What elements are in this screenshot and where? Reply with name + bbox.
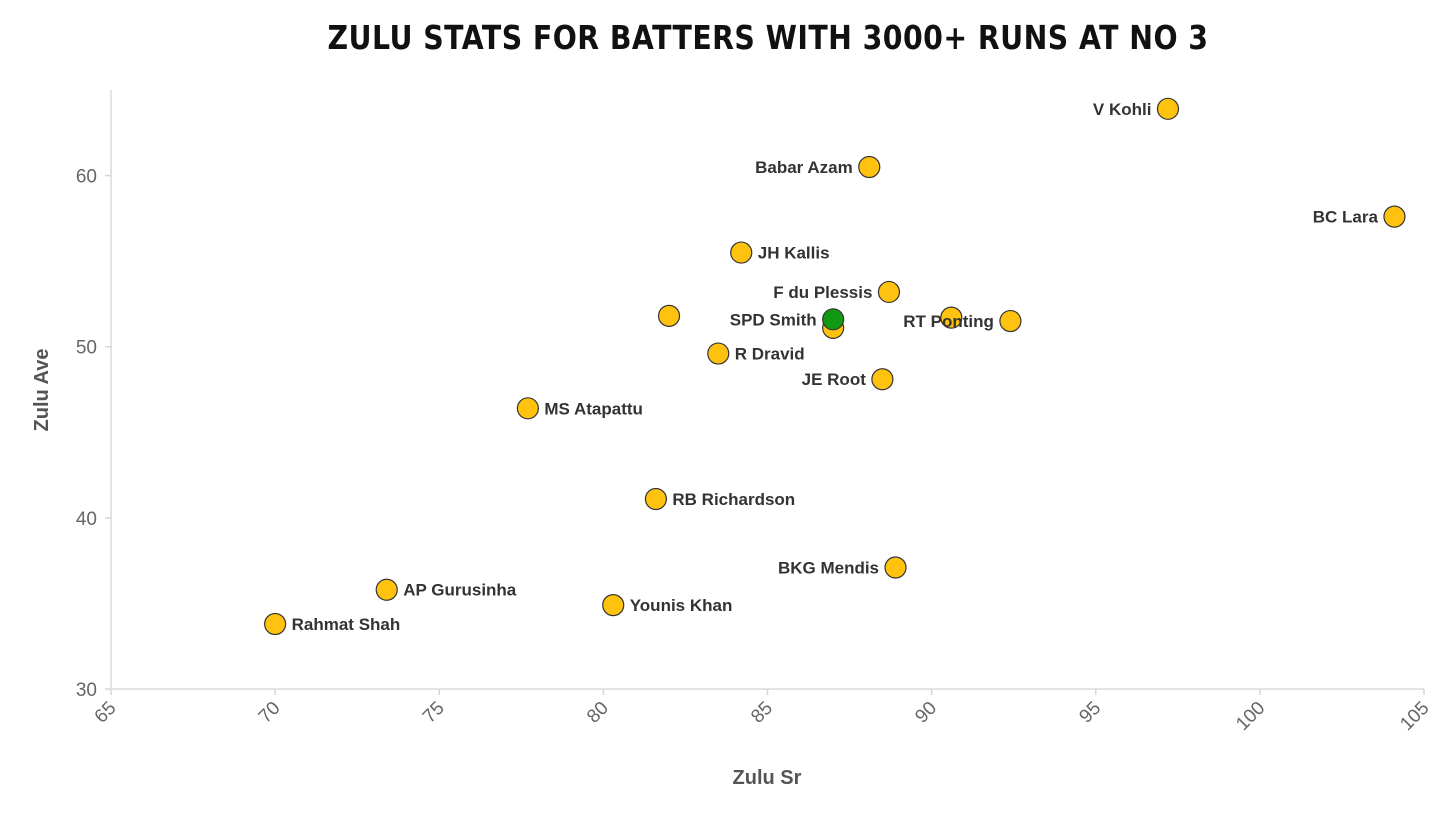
chart-title: Zulu stats for batters with 3000+ runs a… [327, 18, 1209, 57]
data-point [999, 309, 1022, 333]
data-label: F du Plessis [773, 283, 872, 302]
data-label: V Kohli [1093, 100, 1152, 119]
data-label: AP Gurusinha [403, 581, 517, 600]
x-axis-title: Zulu Sr [733, 767, 802, 789]
data-label: MS Atapattu [544, 399, 643, 418]
data-point [884, 556, 907, 579]
x-tick-label: 75 [419, 698, 449, 728]
data-label: Younis Khan [630, 596, 733, 615]
data-label: Babar Azam [755, 158, 853, 177]
data-point [375, 578, 398, 601]
data-label: RT Ponting [903, 312, 994, 331]
data-label: RB Richardson [672, 490, 795, 509]
data-point [1156, 97, 1180, 120]
data-points [264, 97, 1406, 636]
data-point [1383, 205, 1406, 228]
data-point [516, 397, 539, 420]
y-tick-label: 50 [76, 338, 97, 359]
data-label: SPD Smith [730, 310, 817, 329]
data-point [730, 241, 753, 264]
y-ticks: 30 40 50 60 [76, 167, 111, 701]
data-label: BKG Mendis [778, 558, 879, 577]
data-point [707, 342, 730, 365]
data-point [264, 612, 287, 636]
x-tick-label: 105 [1396, 698, 1433, 735]
x-ticks: 65 70 75 80 85 90 95 100 105 [91, 689, 1434, 735]
data-labels: V Kohli Babar Azam BC Lara JH Kallis F du Pl… [292, 100, 1379, 634]
data-point [858, 155, 881, 179]
y-tick-label: 60 [76, 167, 97, 188]
data-point [877, 280, 901, 304]
x-tick-label: 95 [1075, 698, 1105, 728]
x-tick-label: 85 [747, 698, 777, 728]
x-tick-label: 100 [1232, 698, 1269, 735]
x-tick-label: 90 [911, 698, 941, 728]
data-label: Rahmat Shah [292, 615, 401, 634]
data-point [940, 306, 963, 329]
data-label: JE Root [802, 370, 867, 389]
x-tick-label: 80 [583, 698, 613, 728]
x-tick-label: 70 [255, 698, 285, 728]
y-tick-label: 30 [76, 680, 97, 701]
data-label: BC Lara [1313, 208, 1379, 227]
data-point [602, 594, 625, 617]
axes [110, 90, 1424, 690]
x-tick-label: 65 [91, 698, 121, 728]
data-point [871, 368, 894, 391]
y-tick-label: 40 [76, 509, 97, 530]
data-point [644, 487, 667, 511]
data-label: R Dravid [735, 345, 805, 364]
y-axis-title: Zulu Ave [31, 349, 53, 432]
highlighted-data-point [822, 308, 845, 331]
data-label: JH Kallis [758, 244, 830, 263]
data-point [657, 304, 681, 328]
